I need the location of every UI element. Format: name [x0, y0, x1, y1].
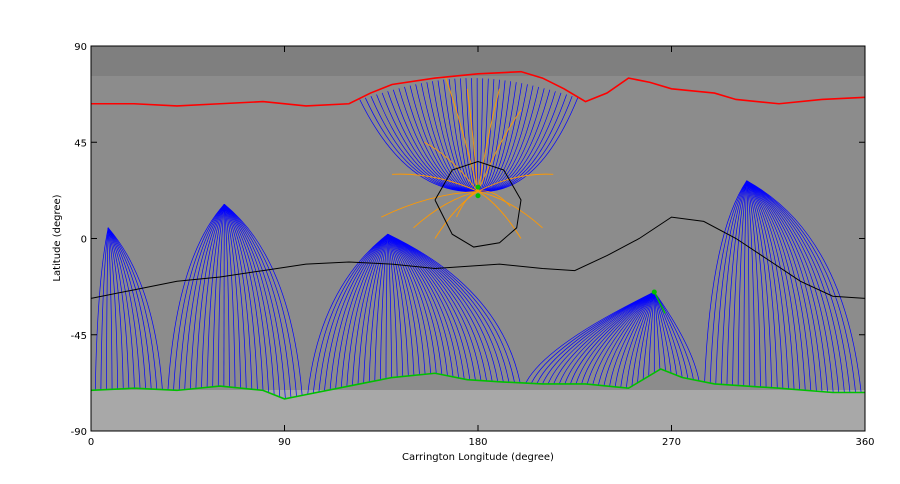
y-tick-label: -45 — [71, 331, 87, 342]
x-axis-label: Carrington Longitude (degree) — [402, 452, 554, 463]
x-tick-label: 90 — [278, 437, 291, 448]
y-tick-label: -90 — [71, 427, 87, 438]
y-tick-label: 0 — [81, 235, 87, 246]
marker-point — [476, 185, 481, 190]
y-tick-label: 45 — [74, 138, 87, 149]
y-axis-label: Latitude (degree) — [52, 194, 63, 281]
y-tick-label: 90 — [74, 42, 87, 53]
x-tick-label: 180 — [468, 437, 487, 448]
x-tick-label: 270 — [662, 437, 681, 448]
x-tick-label: 360 — [855, 437, 874, 448]
x-tick-label: 0 — [88, 437, 94, 448]
marker-point — [476, 193, 481, 198]
plot-background-lower-band — [91, 390, 865, 431]
